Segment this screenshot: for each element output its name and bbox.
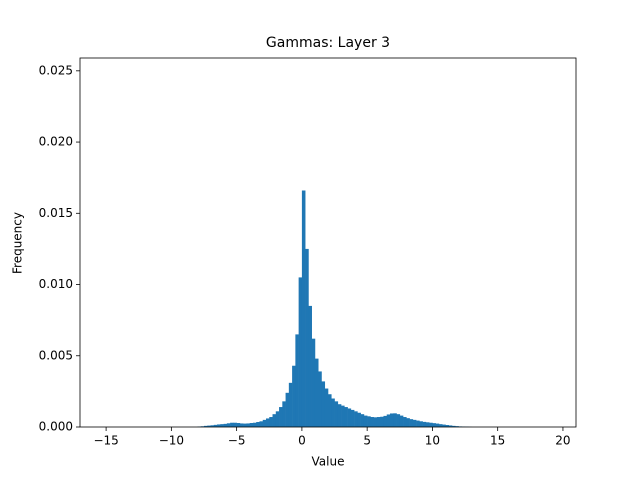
histogram-bar	[305, 248, 309, 427]
histogram-bar	[292, 365, 296, 427]
y-tick-label: 0.005	[39, 348, 73, 362]
histogram-bar	[393, 413, 397, 427]
histogram-bar	[259, 421, 264, 427]
histogram-bar	[354, 411, 358, 427]
histogram-bar	[321, 381, 326, 427]
histogram-bar	[272, 414, 277, 427]
histogram-bar	[344, 407, 348, 427]
histogram-bar	[204, 425, 208, 427]
histogram-bar	[435, 423, 440, 427]
histogram-bar	[334, 401, 339, 427]
histogram-bar	[373, 417, 378, 427]
histogram-bar	[210, 425, 215, 427]
histogram-bar	[370, 417, 374, 427]
histogram-bar	[226, 423, 231, 427]
histogram-bar	[442, 424, 446, 427]
histogram-bar	[416, 420, 420, 427]
y-tick-label: 0.015	[39, 206, 73, 220]
histogram-bar	[337, 404, 342, 427]
histogram-bar	[207, 425, 211, 427]
histogram-bar	[452, 425, 456, 427]
histogram-bar	[455, 426, 459, 427]
histogram-bar	[301, 190, 306, 427]
histogram-bar	[230, 422, 234, 427]
histogram-bar	[314, 358, 319, 427]
histogram-bar	[233, 422, 237, 427]
histogram-bar	[220, 424, 224, 427]
x-tick-label: 15	[490, 434, 505, 448]
x-axis-label: Value	[312, 455, 345, 469]
histogram-bar	[252, 422, 257, 427]
histogram-bar	[350, 409, 355, 427]
y-axis-label: Frequency	[11, 212, 25, 274]
histogram-bar	[341, 405, 345, 427]
histogram-bar	[448, 425, 453, 427]
histogram-bar	[249, 423, 254, 427]
histogram-bar	[363, 415, 368, 427]
histogram-bar	[298, 277, 303, 427]
histogram-bar	[256, 422, 260, 427]
histogram-bar	[243, 423, 247, 427]
y-tick-label: 0.020	[39, 135, 73, 149]
histogram-bar	[399, 415, 404, 427]
histogram-bar	[236, 423, 241, 427]
histogram-bar	[266, 418, 270, 427]
histogram-bar	[386, 414, 391, 427]
histogram-bar	[279, 407, 283, 427]
histogram-bar	[438, 424, 443, 427]
histogram-bar	[412, 419, 417, 427]
histogram-bar	[308, 305, 312, 427]
histogram-bar	[295, 334, 299, 427]
histogram-bar	[367, 416, 371, 427]
y-tick-label: 0.000	[39, 420, 73, 434]
histogram-bar	[376, 417, 381, 427]
y-tick-label: 0.010	[39, 277, 73, 291]
histogram-bar	[285, 392, 290, 427]
x-tick-label: 10	[425, 434, 440, 448]
histogram-bar	[380, 416, 384, 427]
histogram-bar	[406, 418, 410, 427]
histogram-bar	[239, 423, 244, 427]
histogram-bar	[422, 421, 427, 427]
x-tick-label: −15	[93, 434, 118, 448]
histogram-bar	[324, 388, 329, 427]
chart-title: Gammas: Layer 3	[266, 35, 390, 51]
histogram-bar	[217, 424, 221, 427]
x-tick-label: 20	[555, 434, 570, 448]
histogram-bar	[347, 408, 352, 427]
histogram-bar	[445, 425, 450, 427]
histogram-bar	[246, 423, 250, 427]
x-tick-label: −10	[159, 434, 184, 448]
histogram-bar	[403, 417, 407, 427]
histogram-bar	[419, 421, 423, 427]
histogram-bar	[331, 398, 335, 427]
histogram-bar	[357, 412, 361, 427]
histogram-bar	[288, 382, 293, 427]
plot-frame	[79, 57, 577, 428]
histogram-bar	[432, 423, 436, 427]
histogram-bar	[318, 371, 322, 427]
histogram-bar	[223, 423, 228, 427]
histogram-bar	[396, 414, 401, 427]
x-tick-label: 5	[363, 434, 371, 448]
y-tick-label: 0.025	[39, 63, 73, 77]
histogram-bar	[262, 419, 267, 427]
histogram-bar	[390, 413, 394, 427]
histogram-bar	[282, 401, 286, 427]
histogram-bar	[383, 415, 388, 427]
x-tick-label: 0	[298, 434, 306, 448]
histogram-bar	[429, 422, 433, 427]
histogram-bar	[360, 414, 365, 427]
histogram-bar	[311, 338, 316, 427]
histogram-bar	[275, 411, 280, 427]
histogram-bar	[328, 394, 332, 427]
x-tick-label: −5	[228, 434, 246, 448]
histogram-bar	[213, 424, 218, 427]
histogram-bar	[425, 422, 430, 427]
histogram-bar	[409, 419, 414, 427]
histogram-bar	[269, 417, 273, 427]
